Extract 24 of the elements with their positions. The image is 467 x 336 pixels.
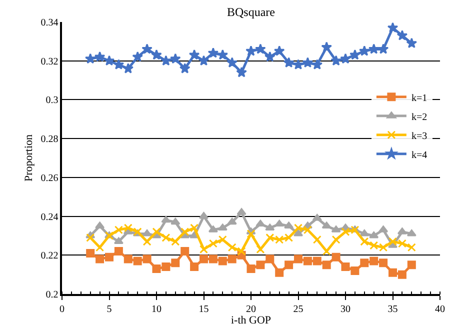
x-tick-label: 25 bbox=[293, 304, 304, 315]
y-tick-label: 0.34 bbox=[40, 18, 58, 28]
x-axis-title: i-th GOP bbox=[230, 314, 272, 327]
legend-label: k=4 bbox=[411, 150, 428, 161]
chart-title: BQsquare bbox=[227, 4, 275, 19]
y-tick-label: 0.28 bbox=[40, 134, 58, 146]
x-tick-label: 35 bbox=[388, 304, 398, 315]
x-tick-label: 30 bbox=[340, 304, 350, 315]
y-axis-title: Proportion bbox=[22, 134, 35, 182]
x-tick-label: 40 bbox=[435, 304, 445, 315]
y-tick-label: 0.3 bbox=[46, 95, 58, 106]
legend-label: k=1 bbox=[411, 92, 428, 104]
y-tick-label: 0.2 bbox=[46, 290, 58, 300]
legend-label: k=2 bbox=[411, 112, 428, 123]
y-tick-label: 0.22 bbox=[40, 250, 58, 262]
x-tick-label: 5 bbox=[106, 304, 112, 315]
y-tick-label: 0.24 bbox=[40, 212, 58, 223]
x-tick-label: 10 bbox=[152, 304, 162, 315]
y-tick-label: 0.32 bbox=[40, 56, 58, 68]
x-tick-label: 20 bbox=[246, 304, 256, 315]
y-tick-label: 0.26 bbox=[40, 172, 58, 184]
x-tick-label: 0 bbox=[60, 304, 64, 315]
legend-label: k=3 bbox=[411, 130, 428, 142]
x-tick-label: 15 bbox=[198, 304, 209, 315]
